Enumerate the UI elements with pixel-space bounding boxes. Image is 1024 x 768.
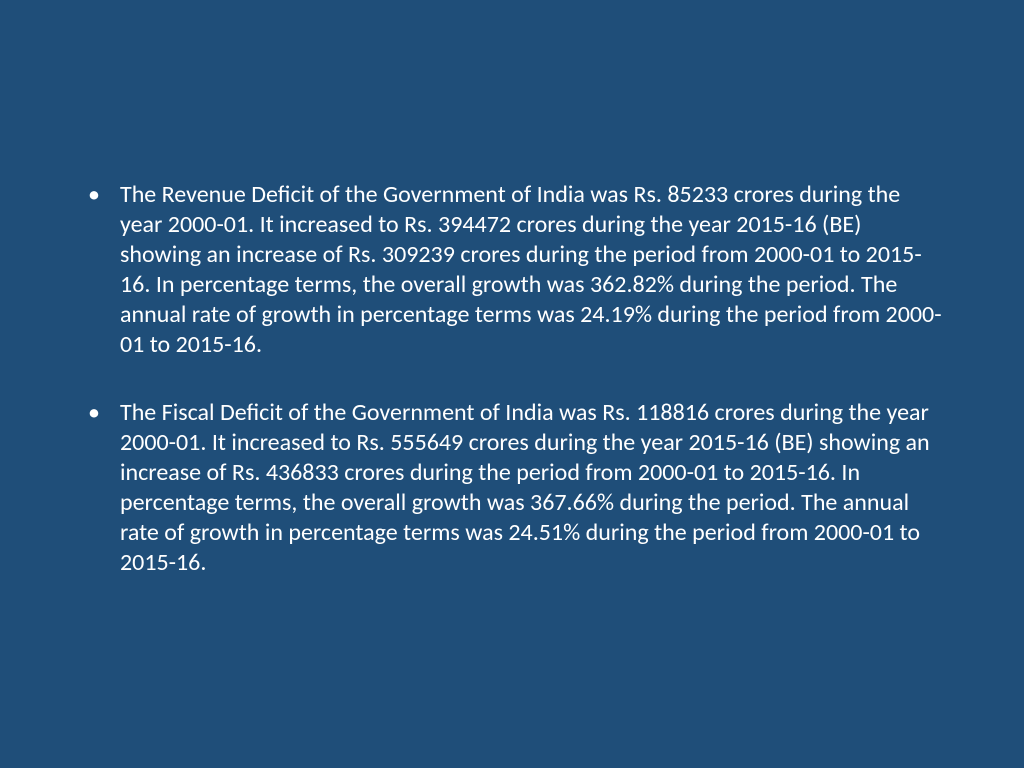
bullet-item: The Fiscal Deficit of the Government of … <box>80 398 944 578</box>
bullet-list: The Revenue Deficit of the Government of… <box>80 180 944 578</box>
bullet-item: The Revenue Deficit of the Government of… <box>80 180 944 360</box>
